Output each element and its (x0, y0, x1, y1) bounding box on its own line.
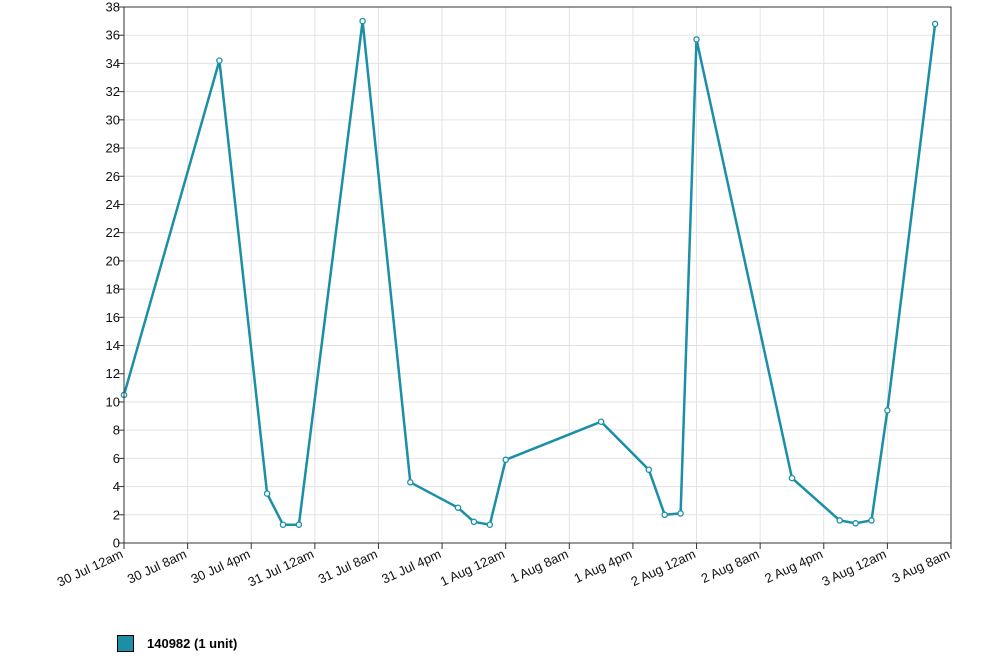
data-point[interactable] (931, 20, 939, 28)
x-tick-label: 1 Aug 12am (438, 546, 507, 589)
data-point[interactable] (502, 456, 509, 464)
y-tick-label: 16 (106, 310, 120, 325)
series-group (120, 17, 939, 528)
x-tick-label: 3 Aug 12am (819, 546, 888, 589)
y-tick-label: 32 (106, 84, 120, 99)
data-point[interactable] (263, 490, 271, 497)
x-tick-label: 31 Jul 8am (316, 546, 380, 586)
data-point[interactable] (216, 57, 223, 64)
data-point[interactable] (693, 36, 700, 43)
y-tick-label: 28 (106, 141, 120, 156)
y-tick-label: 12 (106, 366, 120, 381)
y-tick-label: 34 (106, 56, 120, 71)
legend-swatch (117, 635, 134, 652)
y-tick-label: 14 (106, 338, 120, 353)
data-point[interactable] (359, 17, 366, 25)
data-point[interactable] (852, 520, 859, 527)
data-point[interactable] (454, 504, 462, 511)
x-tick-label: 2 Aug 8am (699, 546, 762, 586)
x-tick-label: 1 Aug 8am (508, 546, 571, 586)
legend-label: 140982 (1 unit) (147, 636, 238, 651)
data-point[interactable] (836, 517, 843, 524)
x-tick-label: 30 Jul 4pm (189, 546, 253, 586)
x-tick-label: 2 Aug 12am (629, 546, 698, 589)
y-tick-label: 20 (106, 253, 120, 268)
data-point[interactable] (407, 479, 414, 486)
y-tick-label: 26 (106, 169, 120, 184)
y-tick-label: 38 (106, 0, 120, 15)
data-point[interactable] (597, 418, 605, 425)
y-tick-label: 10 (106, 394, 120, 409)
y-tick-label: 22 (106, 225, 120, 240)
y-tick-label: 0 (113, 536, 120, 551)
data-point[interactable] (645, 466, 653, 473)
y-tick-label: 4 (113, 479, 120, 494)
y-tick-label: 36 (106, 28, 120, 43)
x-tick-label: 2 Aug 4pm (762, 546, 825, 586)
data-point[interactable] (486, 521, 494, 528)
y-tick-label: 24 (106, 197, 120, 212)
plot-frame (123, 6, 952, 544)
y-tick-label: 18 (106, 282, 120, 297)
data-point[interactable] (279, 521, 287, 528)
data-point[interactable] (884, 407, 891, 414)
data-point[interactable] (470, 518, 478, 526)
data-point[interactable] (661, 511, 668, 519)
series-line (122, 19, 937, 526)
data-point[interactable] (868, 517, 875, 524)
gridlines (123, 6, 952, 544)
x-tick-label: 3 Aug 8am (890, 546, 953, 586)
data-point[interactable] (788, 474, 796, 482)
y-tick-label: 6 (113, 451, 120, 466)
y-tick-label: 2 (113, 507, 120, 522)
x-tick-label: 31 Jul 12am (246, 546, 317, 590)
data-point[interactable] (295, 521, 303, 528)
x-tick-label: 31 Jul 4pm (379, 546, 443, 586)
legend: 140982 (1 unit) (117, 635, 237, 652)
x-tick-label: 30 Jul 8am (125, 546, 189, 586)
y-tick-label: 8 (113, 423, 120, 438)
data-point[interactable] (677, 510, 684, 517)
y-tick-label: 30 (106, 112, 120, 127)
x-tick-label: 30 Jul 12am (55, 546, 126, 590)
x-tick-label: 1 Aug 4pm (572, 546, 635, 586)
